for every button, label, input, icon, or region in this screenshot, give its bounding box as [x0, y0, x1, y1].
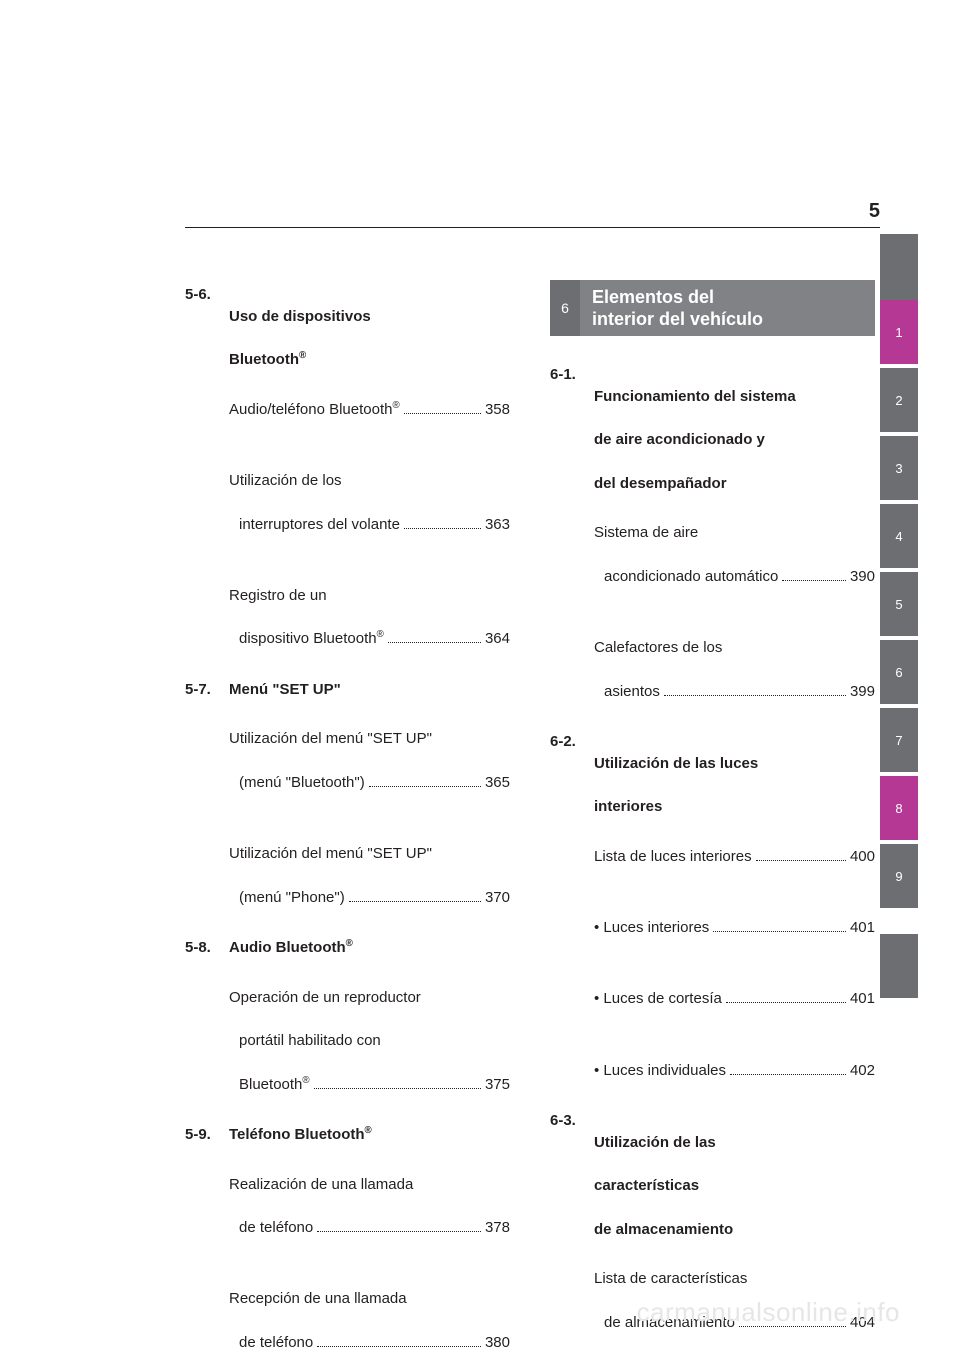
toc-section-5-7: 5-7. Menú "SET UP" Utilización del menú … — [185, 679, 510, 933]
toc-entry: • Luces individuales402 — [594, 1038, 875, 1103]
toc-entry: Audio/teléfono Bluetooth®358 — [229, 377, 510, 442]
document-page: 5 5-6. Uso de dispositivos Bluetooth® Au… — [0, 0, 960, 1358]
chapter-title-box: Elementos delinterior del vehículo — [580, 280, 875, 336]
toc-entry: Calefactores de los asientos399 — [594, 615, 875, 724]
section-number: 5-7. — [185, 679, 229, 933]
section-number: 5-9. — [185, 1124, 229, 1358]
section-number: 6-1. — [550, 364, 594, 727]
side-tab-5[interactable]: 5 — [880, 572, 918, 636]
section-number: 6-2. — [550, 731, 594, 1106]
header-rule — [185, 227, 880, 228]
section-title: Menú "SET UP" — [229, 679, 510, 701]
right-column: 6 Elementos delinterior del vehículo 6-1… — [550, 280, 875, 1358]
section-title: Teléfono Bluetooth® — [229, 1124, 510, 1146]
toc-entry: Recepción de una llamada de teléfono380 — [229, 1267, 510, 1358]
toc-section-6-2: 6-2. Utilización de las luces interiores… — [550, 731, 875, 1106]
toc-entry: Realización de una llamada de teléfono37… — [229, 1152, 510, 1261]
side-tab-7[interactable]: 7 — [880, 708, 918, 772]
section-title: Utilización de las características de al… — [594, 1110, 875, 1241]
toc-entry: Registro de un dispositivo Bluetooth®364 — [229, 563, 510, 672]
section-title: Funcionamiento del sistema de aire acond… — [594, 364, 875, 495]
toc-entry: Lista de luces interiores400 — [594, 824, 875, 889]
side-tab-1[interactable]: 1 — [880, 300, 918, 364]
toc-entry: Operación de un reproductor portátil hab… — [229, 965, 510, 1117]
section-title: Utilización de las luces interiores — [594, 731, 875, 818]
page-number: 5 — [869, 200, 880, 223]
chapter-number-box: 6 — [550, 280, 580, 336]
toc-section-5-8: 5-8. Audio Bluetooth® Operación de un re… — [185, 937, 510, 1120]
section-number: 5-6. — [185, 284, 229, 675]
side-tab-4[interactable]: 4 — [880, 504, 918, 568]
side-tab-8[interactable]: 8 — [880, 776, 918, 840]
chapter-header: 6 Elementos delinterior del vehículo — [550, 280, 875, 336]
side-tab[interactable] — [880, 234, 918, 300]
side-tab-6[interactable]: 6 — [880, 640, 918, 704]
section-title: Uso de dispositivos Bluetooth® — [229, 284, 510, 371]
toc-section-6-1: 6-1. Funcionamiento del sistema de aire … — [550, 364, 875, 727]
toc-entry: Utilización de los interruptores del vol… — [229, 448, 510, 557]
toc-section-5-6: 5-6. Uso de dispositivos Bluetooth® Audi… — [185, 284, 510, 675]
toc-entry: Utilización del menú "SET UP" (menú "Pho… — [229, 821, 510, 930]
left-column: 5-6. Uso de dispositivos Bluetooth® Audi… — [185, 280, 510, 1358]
body-columns: 5-6. Uso de dispositivos Bluetooth® Audi… — [185, 280, 880, 1358]
side-tab[interactable] — [880, 934, 918, 998]
side-tab-2[interactable]: 2 — [880, 368, 918, 432]
toc-section-5-9: 5-9. Teléfono Bluetooth® Realización de … — [185, 1124, 510, 1358]
toc-entry: • Luces de cortesía401 — [594, 967, 875, 1032]
section-number: 5-8. — [185, 937, 229, 1120]
toc-entry: Utilización del menú "SET UP" (menú "Blu… — [229, 707, 510, 816]
side-tab-3[interactable]: 3 — [880, 436, 918, 500]
toc-entry: • Luces interiores401 — [594, 895, 875, 960]
section-number: 6-3. — [550, 1110, 594, 1358]
section-title: Audio Bluetooth® — [229, 937, 510, 959]
side-tab-9[interactable]: 9 — [880, 844, 918, 908]
watermark-text: carmanualsonline.info — [637, 1297, 900, 1328]
side-tab-bar: 1 2 3 4 5 6 7 8 9 — [880, 234, 918, 1002]
toc-entry: Sistema de aire acondicionado automático… — [594, 501, 875, 610]
